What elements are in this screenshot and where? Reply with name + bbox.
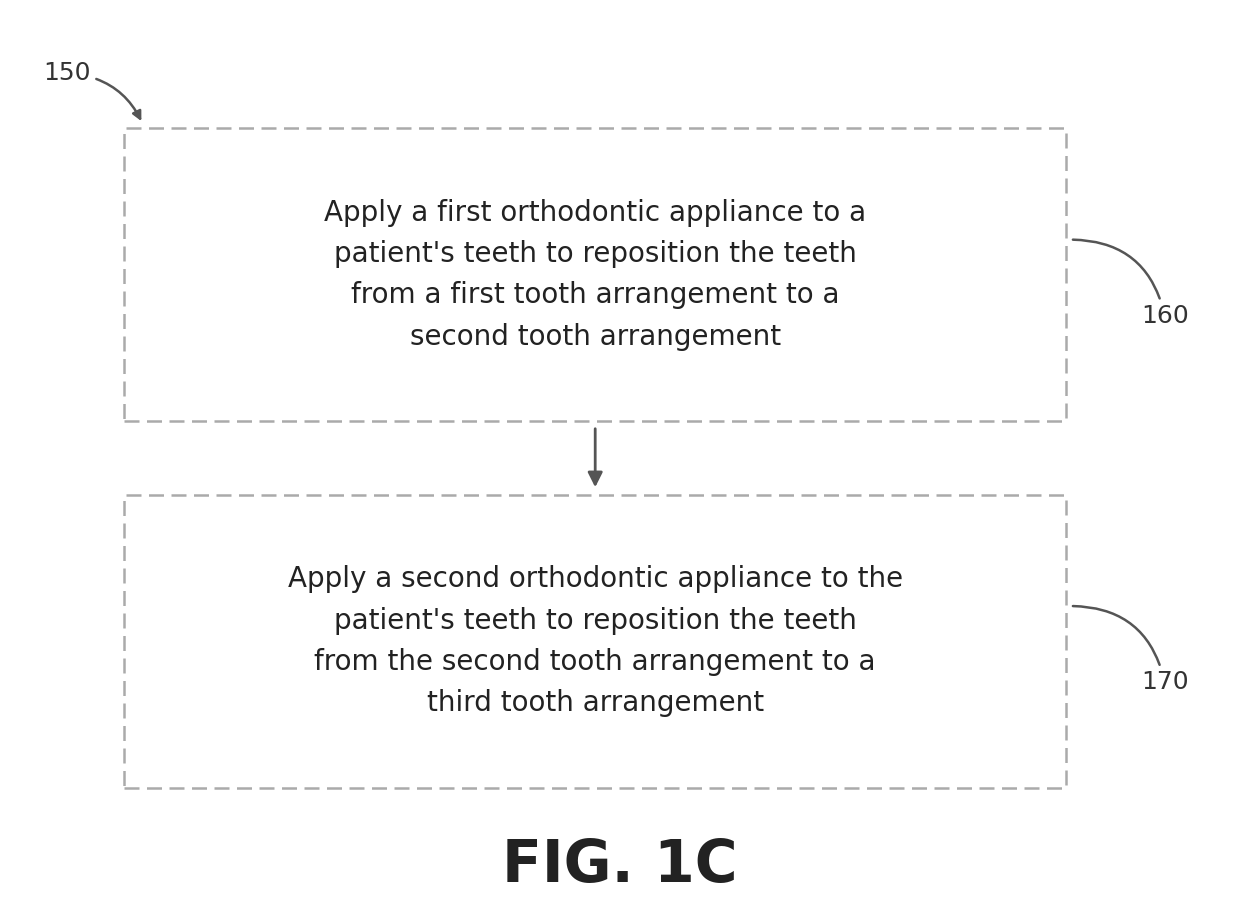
Text: 150: 150 — [43, 61, 140, 119]
Text: 170: 170 — [1073, 606, 1188, 694]
Text: FIG. 1C: FIG. 1C — [502, 837, 738, 894]
Text: Apply a first orthodontic appliance to a
patient's teeth to reposition the teeth: Apply a first orthodontic appliance to a… — [324, 199, 867, 351]
Text: Apply a second orthodontic appliance to the
patient's teeth to reposition the te: Apply a second orthodontic appliance to … — [288, 565, 903, 717]
FancyBboxPatch shape — [124, 128, 1066, 421]
Text: 160: 160 — [1073, 240, 1189, 328]
FancyBboxPatch shape — [124, 495, 1066, 788]
